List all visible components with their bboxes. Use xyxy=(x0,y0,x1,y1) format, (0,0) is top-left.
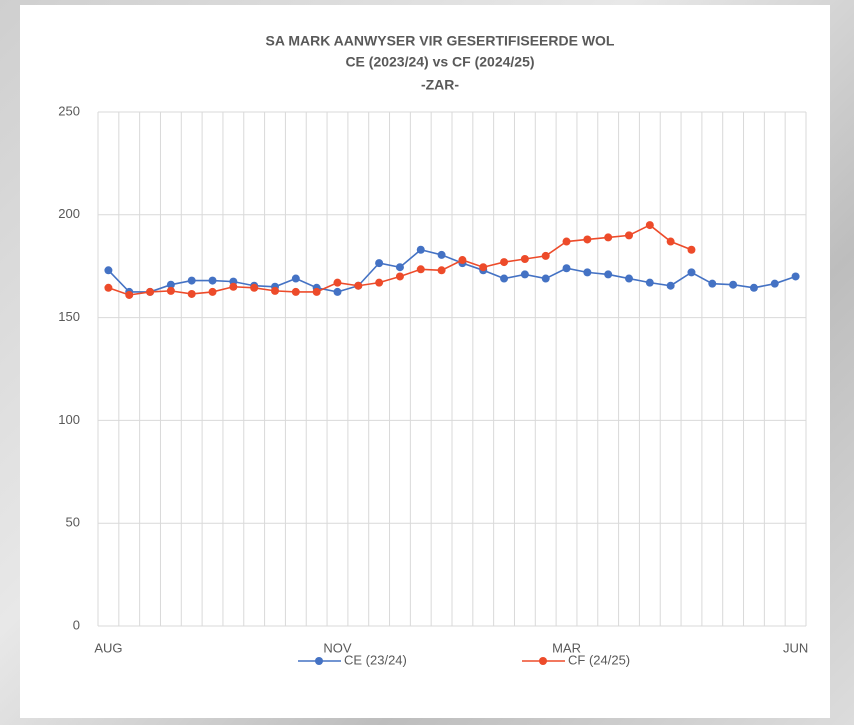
data-point xyxy=(333,279,341,287)
data-point xyxy=(292,288,300,296)
data-point xyxy=(500,258,508,266)
data-point xyxy=(563,264,571,272)
data-point xyxy=(667,282,675,290)
y-tick-label: 50 xyxy=(66,515,80,530)
data-point xyxy=(479,263,487,271)
chart-title: -ZAR- xyxy=(421,77,459,93)
data-point xyxy=(646,221,654,229)
data-point xyxy=(667,238,675,246)
x-tick-label: AUG xyxy=(94,640,122,655)
data-point xyxy=(625,275,633,283)
data-point xyxy=(396,272,404,280)
legend-marker xyxy=(539,657,547,665)
data-point xyxy=(209,288,217,296)
data-point xyxy=(750,284,758,292)
data-point xyxy=(521,255,529,263)
data-point xyxy=(292,275,300,283)
legend-label: CE (23/24) xyxy=(344,652,407,667)
data-point xyxy=(313,288,321,296)
data-point xyxy=(354,282,362,290)
data-point xyxy=(542,275,550,283)
data-point xyxy=(104,266,112,274)
data-point xyxy=(500,275,508,283)
data-point xyxy=(396,263,404,271)
legend-marker xyxy=(315,657,323,665)
data-point xyxy=(521,270,529,278)
data-point xyxy=(604,233,612,241)
data-point xyxy=(167,287,175,295)
data-point xyxy=(229,283,237,291)
data-point xyxy=(458,256,466,264)
y-tick-label: 250 xyxy=(58,103,80,118)
data-point xyxy=(583,268,591,276)
data-point xyxy=(250,284,258,292)
chart-title: CE (2023/24) vs CF (2024/25) xyxy=(345,54,534,70)
y-tick-label: 150 xyxy=(58,309,80,324)
data-point xyxy=(687,268,695,276)
chart: SA MARK AANWYSER VIR GESERTIFISEERDE WOL… xyxy=(0,0,854,725)
data-point xyxy=(563,238,571,246)
data-point xyxy=(438,266,446,274)
data-point xyxy=(375,259,383,267)
data-point xyxy=(104,284,112,292)
data-point xyxy=(188,290,196,298)
data-point xyxy=(625,231,633,239)
y-tick-label: 100 xyxy=(58,412,80,427)
data-point xyxy=(687,246,695,254)
data-point xyxy=(646,279,654,287)
data-point xyxy=(792,272,800,280)
chart-title: SA MARK AANWYSER VIR GESERTIFISEERDE WOL xyxy=(266,33,615,49)
data-point xyxy=(771,280,779,288)
data-point xyxy=(125,291,133,299)
data-point xyxy=(209,277,217,285)
y-tick-label: 0 xyxy=(73,617,80,632)
data-point xyxy=(604,270,612,278)
data-point xyxy=(333,288,341,296)
data-point xyxy=(271,287,279,295)
data-point xyxy=(188,277,196,285)
x-tick-label: JUN xyxy=(783,640,808,655)
data-point xyxy=(729,281,737,289)
page: SA MARK AANWYSER VIR GESERTIFISEERDE WOL… xyxy=(0,0,854,725)
data-point xyxy=(708,280,716,288)
data-point xyxy=(375,279,383,287)
y-tick-label: 200 xyxy=(58,206,80,221)
data-point xyxy=(438,251,446,259)
legend-label: CF (24/25) xyxy=(568,652,630,667)
data-point xyxy=(146,288,154,296)
data-point xyxy=(417,265,425,273)
data-point xyxy=(417,246,425,254)
data-point xyxy=(583,235,591,243)
data-point xyxy=(542,252,550,260)
